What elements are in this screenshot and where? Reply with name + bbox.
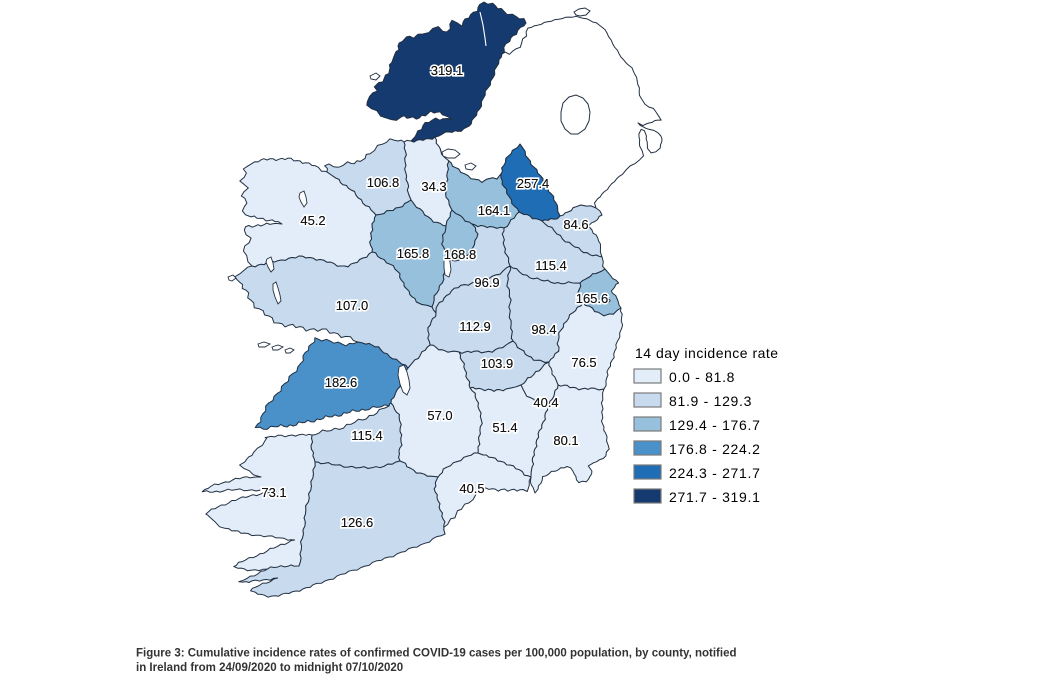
svg-text:40.5: 40.5 bbox=[459, 481, 484, 496]
svg-text:in Ireland from 24/09/2020 to: in Ireland from 24/09/2020 to midnight 0… bbox=[136, 662, 403, 674]
svg-text:0.0 - 81.8: 0.0 - 81.8 bbox=[669, 369, 735, 385]
svg-text:107.0: 107.0 bbox=[336, 298, 369, 313]
svg-text:81.9 - 129.3: 81.9 - 129.3 bbox=[669, 393, 752, 409]
svg-text:›: › bbox=[608, 295, 611, 305]
svg-text:164.1: 164.1 bbox=[478, 203, 511, 218]
svg-text:14 day incidence rate: 14 day incidence rate bbox=[635, 345, 779, 361]
svg-text:129.4 - 176.7: 129.4 - 176.7 bbox=[669, 417, 761, 433]
svg-text:34.3: 34.3 bbox=[421, 179, 446, 194]
svg-text:168.8: 168.8 bbox=[444, 247, 477, 262]
svg-text:165.8: 165.8 bbox=[397, 246, 430, 261]
svg-text:165.6: 165.6 bbox=[576, 291, 609, 306]
svg-text:106.8: 106.8 bbox=[367, 175, 400, 190]
svg-text:257.4: 257.4 bbox=[517, 176, 550, 191]
svg-text:126.6: 126.6 bbox=[341, 515, 374, 530]
svg-text:115.4: 115.4 bbox=[535, 258, 567, 273]
svg-text:76.5: 76.5 bbox=[571, 355, 596, 370]
svg-text:176.8 - 224.2: 176.8 - 224.2 bbox=[669, 441, 761, 457]
svg-text:103.9: 103.9 bbox=[481, 356, 514, 371]
svg-text:84.6: 84.6 bbox=[563, 217, 588, 232]
svg-text:96.9: 96.9 bbox=[474, 275, 499, 290]
svg-text:115.4: 115.4 bbox=[351, 428, 383, 443]
svg-text:57.0: 57.0 bbox=[427, 408, 452, 423]
svg-text:165.8: 165.8 bbox=[397, 246, 430, 261]
svg-text:106.8: 106.8 bbox=[367, 175, 400, 190]
svg-text:126.6: 126.6 bbox=[341, 515, 374, 530]
svg-text:96.9: 96.9 bbox=[474, 275, 499, 290]
svg-text:319.1: 319.1 bbox=[431, 63, 464, 78]
svg-text:57.0: 57.0 bbox=[427, 408, 452, 423]
svg-text:51.4: 51.4 bbox=[492, 420, 517, 435]
svg-text:51.4: 51.4 bbox=[492, 420, 517, 435]
svg-text:34.3: 34.3 bbox=[421, 179, 446, 194]
svg-text:80.1: 80.1 bbox=[553, 433, 578, 448]
svg-text:98.4: 98.4 bbox=[531, 322, 556, 337]
svg-text:103.9: 103.9 bbox=[481, 356, 514, 371]
svg-text:165.6: 165.6 bbox=[576, 291, 609, 306]
svg-text:224.3 - 271.7: 224.3 - 271.7 bbox=[669, 465, 761, 481]
svg-text:73.1: 73.1 bbox=[261, 485, 286, 500]
svg-text:257.4: 257.4 bbox=[517, 176, 550, 191]
svg-text:115.4: 115.4 bbox=[535, 258, 567, 273]
svg-text:271.7 - 319.1: 271.7 - 319.1 bbox=[669, 489, 761, 505]
svg-text:Figure 3: Cumulative incidence: Figure 3: Cumulative incidence rates of … bbox=[136, 648, 737, 660]
svg-text:164.1: 164.1 bbox=[478, 203, 511, 218]
svg-text:76.5: 76.5 bbox=[571, 355, 596, 370]
svg-text:45.2: 45.2 bbox=[300, 213, 325, 228]
svg-text:45.2: 45.2 bbox=[300, 213, 325, 228]
svg-text:112.9: 112.9 bbox=[459, 319, 491, 334]
svg-text:40.4: 40.4 bbox=[533, 395, 558, 410]
svg-text:40.4: 40.4 bbox=[533, 395, 558, 410]
svg-text:115.4: 115.4 bbox=[351, 428, 383, 443]
svg-text:98.4: 98.4 bbox=[531, 322, 556, 337]
svg-text:40.5: 40.5 bbox=[459, 481, 484, 496]
svg-text:182.6: 182.6 bbox=[325, 375, 358, 390]
svg-text:182.6: 182.6 bbox=[325, 375, 358, 390]
svg-text:84.6: 84.6 bbox=[563, 217, 588, 232]
svg-text:168.8: 168.8 bbox=[444, 247, 477, 262]
svg-text:319.1: 319.1 bbox=[431, 63, 464, 78]
svg-text:73.1: 73.1 bbox=[261, 485, 286, 500]
svg-text:107.0: 107.0 bbox=[336, 298, 369, 313]
svg-text:80.1: 80.1 bbox=[553, 433, 578, 448]
svg-text:112.9: 112.9 bbox=[459, 319, 491, 334]
